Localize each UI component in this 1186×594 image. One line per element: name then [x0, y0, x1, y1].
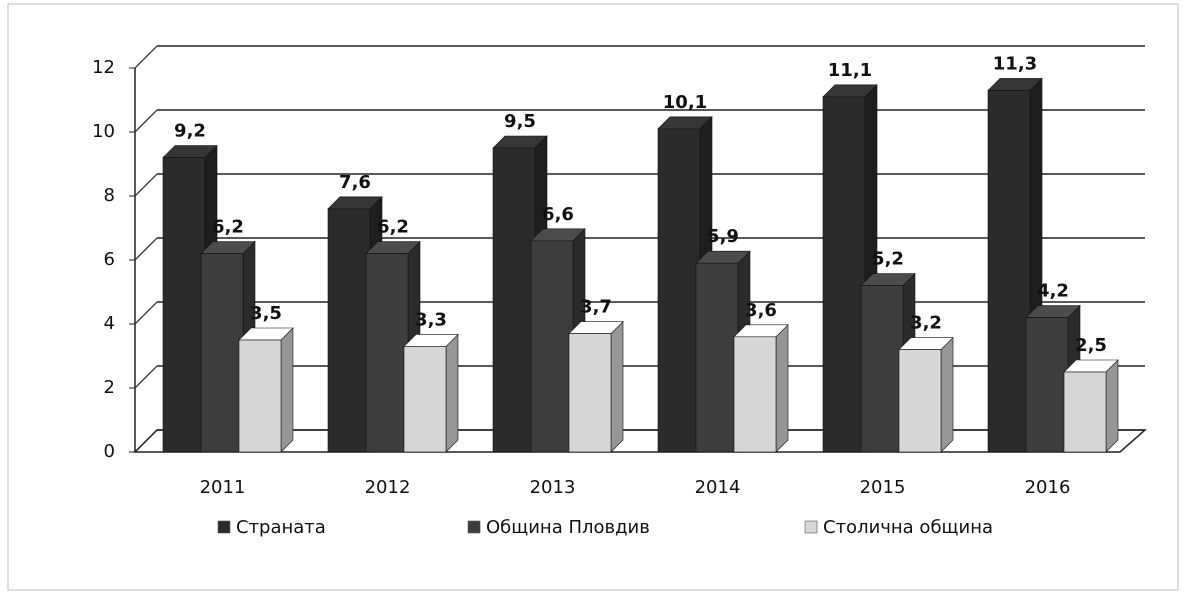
- y-tick-label: 0: [104, 441, 115, 462]
- grid-slant: [134, 45, 158, 69]
- data-label: 3,7: [580, 297, 612, 318]
- bar: [1063, 371, 1107, 453]
- y-tick-label: 12: [92, 57, 115, 78]
- data-label: 9,2: [174, 121, 206, 142]
- bar-side: [775, 324, 789, 453]
- bar-side: [610, 320, 624, 453]
- data-label: 2,5: [1075, 335, 1107, 356]
- data-label: 9,5: [504, 111, 536, 132]
- bar-side: [445, 333, 459, 453]
- bar-side: [1105, 359, 1119, 453]
- bar: [327, 208, 371, 453]
- legend-label: Община Пловдив: [486, 517, 650, 538]
- bar: [568, 333, 612, 453]
- x-tick-label: 2013: [530, 477, 576, 498]
- bar: [492, 147, 536, 453]
- y-tick-label: 2: [104, 377, 115, 398]
- legend-swatch: [467, 520, 481, 534]
- grid-slant: [134, 109, 158, 133]
- data-label: 10,1: [663, 92, 707, 113]
- grid-slant: [134, 301, 158, 325]
- legend-label: Столична община: [823, 517, 993, 538]
- grid-slant: [134, 429, 158, 453]
- bar: [898, 349, 942, 453]
- data-label: 5,2: [872, 249, 904, 270]
- data-label: 3,3: [415, 309, 447, 330]
- frame: [7, 3, 1179, 591]
- y-tick-label: 6: [104, 249, 115, 270]
- data-label: 3,6: [745, 300, 777, 321]
- data-label: 5,9: [707, 226, 739, 247]
- x-tick-label: 2016: [1025, 477, 1071, 498]
- bar: [530, 240, 574, 453]
- grid-slant: [134, 173, 158, 197]
- x-tick-label: 2011: [200, 477, 246, 498]
- bar: [365, 253, 409, 453]
- data-label: 4,2: [1037, 281, 1069, 302]
- bar-side: [280, 327, 294, 453]
- bar: [695, 262, 739, 453]
- data-label: 6,6: [542, 204, 574, 225]
- bar: [238, 339, 282, 453]
- bar: [657, 128, 701, 453]
- data-label: 6,2: [377, 217, 409, 238]
- x-tick-label: 2014: [695, 477, 741, 498]
- grid-slant: [134, 365, 158, 389]
- bar: [822, 96, 866, 453]
- data-label: 11,3: [993, 53, 1037, 74]
- y-tick-label: 4: [104, 313, 115, 334]
- legend-label: Страната: [236, 517, 326, 538]
- grid-slant: [134, 237, 158, 261]
- bar: [987, 90, 1031, 453]
- data-label: 3,5: [250, 303, 282, 324]
- bar: [403, 346, 447, 453]
- bar: [200, 253, 244, 453]
- data-label: 7,6: [339, 172, 371, 193]
- legend-swatch: [217, 520, 231, 534]
- legend-swatch: [804, 520, 818, 534]
- y-tick-label: 10: [92, 121, 115, 142]
- data-label: 11,1: [828, 60, 872, 81]
- data-label: 6,2: [212, 217, 244, 238]
- bar: [1025, 317, 1069, 453]
- x-tick-label: 2015: [860, 477, 906, 498]
- bar: [733, 336, 777, 453]
- y-tick-label: 8: [104, 185, 115, 206]
- bar: [162, 157, 206, 453]
- data-label: 3,2: [910, 313, 942, 334]
- bar-side: [940, 336, 954, 453]
- bar: [860, 285, 904, 453]
- x-tick-label: 2012: [365, 477, 411, 498]
